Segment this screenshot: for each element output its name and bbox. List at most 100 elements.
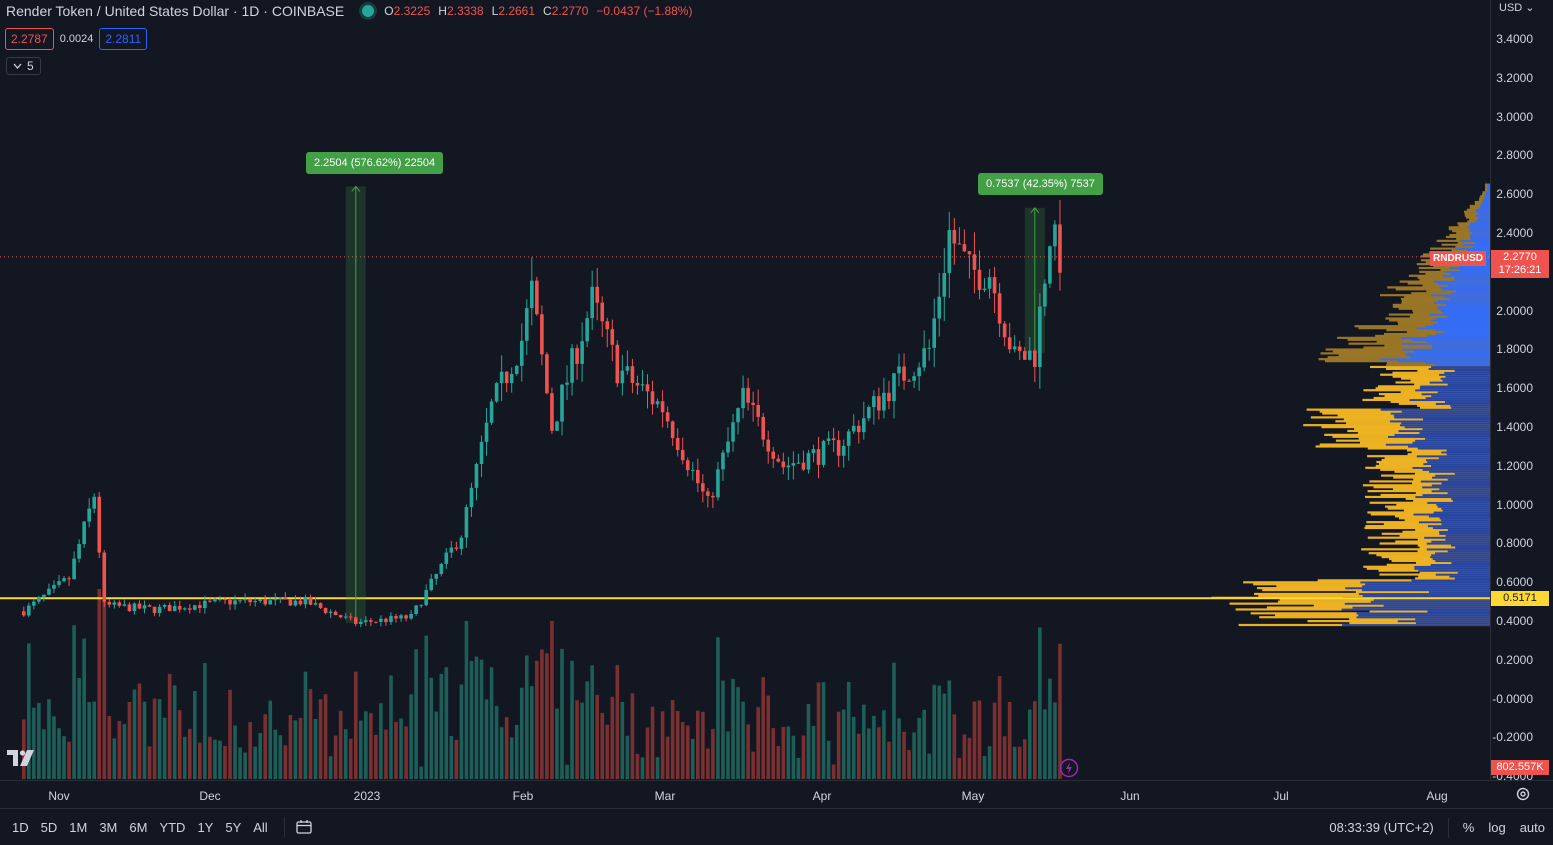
- candle-body: [82, 521, 86, 545]
- volume-bar: [655, 757, 660, 779]
- candle-body: [776, 458, 781, 462]
- volume-bar: [298, 717, 303, 779]
- symbol-title[interactable]: Render Token / United States Dollar · 1D…: [6, 3, 345, 19]
- range-button-1d[interactable]: 1D: [12, 819, 29, 835]
- volume-bar: [987, 746, 992, 779]
- volume-bar: [1022, 739, 1027, 779]
- profile-row-up: [1414, 567, 1490, 570]
- profile-row-down: [1335, 439, 1490, 442]
- profile-row-down: [1419, 571, 1490, 574]
- price-chart[interactable]: [0, 0, 1490, 780]
- candle-body: [147, 605, 152, 607]
- profile-row-up: [1344, 602, 1490, 605]
- volume-bar: [580, 702, 584, 779]
- profile-row-up: [1444, 371, 1490, 374]
- measure-label-2[interactable]: 0.7537 (42.35%) 7537: [978, 173, 1103, 195]
- candle-body: [399, 615, 403, 619]
- sell-button[interactable]: 2.2787: [5, 28, 54, 50]
- range-button-6m[interactable]: 6M: [129, 819, 148, 835]
- volume-bar: [942, 693, 947, 779]
- profile-row-up: [1480, 204, 1490, 208]
- profile-row-up: [1418, 569, 1490, 572]
- volume-bar: [419, 766, 423, 779]
- profile-row-up: [1437, 299, 1490, 303]
- range-button-all[interactable]: All: [253, 819, 268, 835]
- lightning-icon[interactable]: [1059, 758, 1079, 778]
- profile-row-up: [1442, 379, 1490, 382]
- clock-timezone[interactable]: 08:33:39 (UTC+2): [1329, 820, 1434, 835]
- gear-icon[interactable]: [1515, 786, 1531, 802]
- candle-body: [42, 594, 46, 598]
- time-axis-label: 2023: [353, 789, 381, 803]
- profile-row-up: [1408, 445, 1490, 448]
- auto-scale-button[interactable]: auto: [1519, 820, 1545, 835]
- log-scale-button[interactable]: log: [1488, 820, 1506, 835]
- price-axis[interactable]: USD ⌄ 3.4000 3.2000 3.0000 2.8000 2.6000 2.40…: [1490, 0, 1553, 783]
- profile-row-down: [1411, 292, 1490, 295]
- tradingview-logo-icon[interactable]: [7, 748, 39, 768]
- profile-row-up: [1432, 476, 1490, 479]
- profile-row-up: [1440, 377, 1490, 380]
- profile-row-up: [1430, 319, 1490, 322]
- candle-body: [530, 280, 534, 309]
- candle-body: [434, 573, 439, 579]
- volume-bar: [374, 734, 378, 779]
- profile-row-up: [1431, 554, 1490, 557]
- range-button-3m[interactable]: 3M: [99, 819, 118, 835]
- volume-bar: [675, 710, 680, 779]
- time-axis[interactable]: Nov Dec 2023 Feb Mar Apr May Jun Jul Aug: [0, 780, 1553, 808]
- measure-shapes[interactable]: [345, 185, 1045, 623]
- candle-body: [162, 605, 167, 607]
- volume-bar: [1043, 709, 1047, 779]
- profile-row-up: [1478, 216, 1490, 219]
- volume-bar: [147, 746, 152, 779]
- candle-body: [620, 370, 625, 384]
- volume-bars: [21, 589, 1062, 779]
- profile-row-up: [1427, 460, 1490, 464]
- candle-body: [590, 286, 594, 319]
- candle-body: [374, 621, 378, 623]
- profile-row-up: [1454, 278, 1490, 281]
- profile-row-up: [1474, 241, 1490, 244]
- candle-body: [862, 418, 866, 433]
- candle-body: [1038, 306, 1042, 367]
- profile-row-up: [1428, 515, 1490, 518]
- range-button-5y[interactable]: 5Y: [225, 819, 242, 835]
- chart-area[interactable]: Render Token / United States Dollar · 1D…: [0, 0, 1490, 780]
- profile-row-up: [1439, 373, 1490, 376]
- volume-bar: [897, 718, 901, 779]
- range-button-ytd[interactable]: YTD: [159, 819, 186, 835]
- time-axis-label: Feb: [512, 789, 534, 803]
- profile-row-up: [1415, 621, 1490, 625]
- volume-bar: [550, 620, 554, 779]
- candle-body: [535, 280, 539, 315]
- profile-row-up: [1469, 230, 1490, 233]
- candle-body: [323, 607, 328, 613]
- volume-bar: [494, 705, 499, 779]
- range-button-1y[interactable]: 1Y: [197, 819, 214, 835]
- profile-row-down: [1414, 472, 1490, 475]
- candle-body: [716, 469, 720, 498]
- quote-row: 2.2787 0.0024 2.2811: [5, 28, 148, 50]
- indicators-collapse-button[interactable]: 5: [6, 57, 41, 75]
- profile-row-down: [1303, 424, 1490, 427]
- volume-bar: [364, 711, 368, 779]
- candle-body: [982, 288, 987, 291]
- range-button-5d[interactable]: 5D: [40, 819, 58, 835]
- volume-bar: [540, 649, 544, 779]
- go-to-date-icon[interactable]: [295, 818, 313, 836]
- profile-row-up: [1416, 455, 1490, 458]
- profile-row-up: [1467, 226, 1490, 229]
- volume-bar: [348, 738, 353, 779]
- currency-selector[interactable]: USD ⌄: [1499, 2, 1535, 14]
- candle-body: [877, 396, 881, 411]
- volume-bar: [771, 728, 776, 779]
- measure-label-1[interactable]: 2.2504 (576.62%) 22504: [306, 152, 444, 174]
- candle-body: [142, 605, 147, 609]
- time-axis-label: Nov: [48, 789, 70, 803]
- candle-body: [630, 366, 635, 383]
- buy-button[interactable]: 2.2811: [99, 28, 148, 50]
- bottom-toolbar: 1D 5D 1M 3M 6M YTD 1Y 5Y All 08:33:39 (UTC+2) % …: [0, 808, 1553, 845]
- range-button-1m[interactable]: 1M: [69, 819, 88, 835]
- percent-scale-button[interactable]: %: [1462, 820, 1475, 835]
